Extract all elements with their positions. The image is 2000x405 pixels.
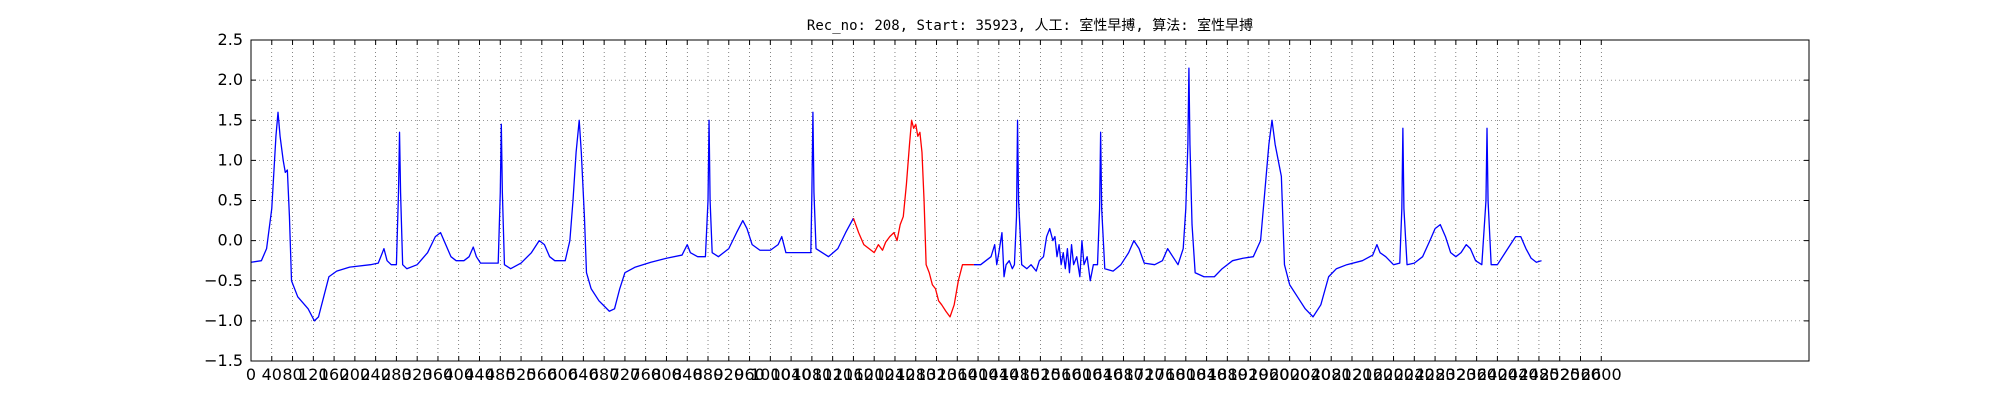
y-tick-label: −1.5: [204, 351, 243, 370]
x-tick-label: 800: [651, 365, 682, 384]
x-tick-label: 840: [672, 365, 703, 384]
x-tick-label: 680: [589, 365, 620, 384]
x-tick-label: 360: [423, 365, 454, 384]
x-tick-label: 640: [568, 365, 599, 384]
y-tick-label: 1.0: [218, 150, 243, 169]
x-tick-label: 1960: [1249, 365, 1290, 384]
x-tick-label: 960: [734, 365, 765, 384]
y-axis-ticks: −1.5 −1.0 −0.5 0.0 0.5 1.0 1.5 2.0 2.5: [204, 30, 1809, 370]
x-tick-label: 80: [282, 365, 302, 384]
x-tick-label: 1040: [771, 365, 812, 384]
x-tick-label: 1080: [792, 365, 833, 384]
x-tick-label: 2200: [1373, 365, 1414, 384]
x-tick-label: 1160: [833, 365, 874, 384]
x-tick-label: 760: [630, 365, 661, 384]
x-tick-label: 1920: [1228, 365, 1269, 384]
x-tick-label: 2160: [1352, 365, 1393, 384]
x-tick-label: 2320: [1435, 365, 1476, 384]
series-layer: [250, 67, 1542, 322]
x-tick-label: 2520: [1539, 365, 1580, 384]
x-tick-label: 440: [464, 365, 495, 384]
x-tick-label: 40: [262, 365, 282, 384]
x-tick-label: 1800: [1165, 365, 1206, 384]
x-tick-label: 1000: [750, 365, 791, 384]
x-tick-label: 1640: [1082, 365, 1123, 384]
x-tick-label: 1840: [1186, 365, 1227, 384]
x-tick-label: 400: [443, 365, 474, 384]
x-tick-label: 520: [506, 365, 537, 384]
x-tick-label: 2000: [1269, 365, 1310, 384]
x-tick-label: 240: [360, 365, 391, 384]
x-tick-label: 1240: [875, 365, 916, 384]
x-tick-label: 160: [319, 365, 350, 384]
x-tick-label: 2560: [1560, 365, 1601, 384]
x-tick-label: 720: [610, 365, 641, 384]
x-tick-label: 1760: [1145, 365, 1186, 384]
x-tick-label: 120: [298, 365, 329, 384]
x-tick-label: 2120: [1332, 365, 1373, 384]
x-tick-label: 1400: [958, 365, 999, 384]
y-tick-label: 2.5: [218, 30, 243, 49]
x-tick-label: 1520: [1020, 365, 1061, 384]
x-tick-label: 2440: [1498, 365, 1539, 384]
x-tick-label: 2600: [1581, 365, 1622, 384]
x-tick-label: 2080: [1311, 365, 1352, 384]
x-tick-label: 1120: [812, 365, 853, 384]
x-tick-label: 600: [547, 365, 578, 384]
x-tick-label: 1480: [999, 365, 1040, 384]
x-tick-label: 2240: [1394, 365, 1435, 384]
x-tick-label: 280: [381, 365, 412, 384]
x-tick-label: 1880: [1207, 365, 1248, 384]
x-tick-label: 200: [340, 365, 371, 384]
x-tick-label: 1360: [937, 365, 978, 384]
x-tick-label: 1200: [854, 365, 895, 384]
y-tick-label: −1.0: [204, 311, 243, 330]
x-tick-label: 1440: [978, 365, 1019, 384]
x-tick-label: 0: [246, 365, 256, 384]
x-tick-label: 1680: [1103, 365, 1144, 384]
x-tick-label: 2040: [1290, 365, 1331, 384]
x-tick-label: 1720: [1124, 365, 1165, 384]
y-tick-label: 2.0: [218, 70, 243, 89]
x-tick-label: 2400: [1477, 365, 1518, 384]
x-tick-label: 1560: [1041, 365, 1082, 384]
x-axis-ticks: 0 40 8012016020024028032036040044048052056…: [246, 40, 1622, 384]
x-tick-label: 2280: [1415, 365, 1456, 384]
x-tick-label: 2480: [1519, 365, 1560, 384]
x-tick-label: 480: [485, 365, 516, 384]
x-tick-label: 920: [714, 365, 745, 384]
y-tick-label: −0.5: [204, 271, 243, 290]
x-tick-label: 1600: [1062, 365, 1103, 384]
x-tick-label: 560: [527, 365, 558, 384]
grid-layer: [250, 39, 1809, 362]
ecg-signal-line: [250, 111, 855, 322]
ecg-signal-line: [973, 67, 1542, 318]
y-tick-label: 0.0: [218, 231, 243, 250]
x-tick-label: 1280: [895, 365, 936, 384]
x-tick-label: 880: [693, 365, 724, 384]
highlighted-segment-line: [852, 119, 974, 318]
y-tick-label: 0.5: [218, 191, 243, 210]
chart-title: Rec_no: 208, Start: 35923, 人工: 室性早搏, 算法:…: [807, 17, 1253, 34]
y-tick-label: 1.5: [218, 110, 243, 129]
x-tick-label: 2360: [1456, 365, 1497, 384]
x-tick-label: 320: [402, 365, 433, 384]
x-tick-label: 1320: [916, 365, 957, 384]
